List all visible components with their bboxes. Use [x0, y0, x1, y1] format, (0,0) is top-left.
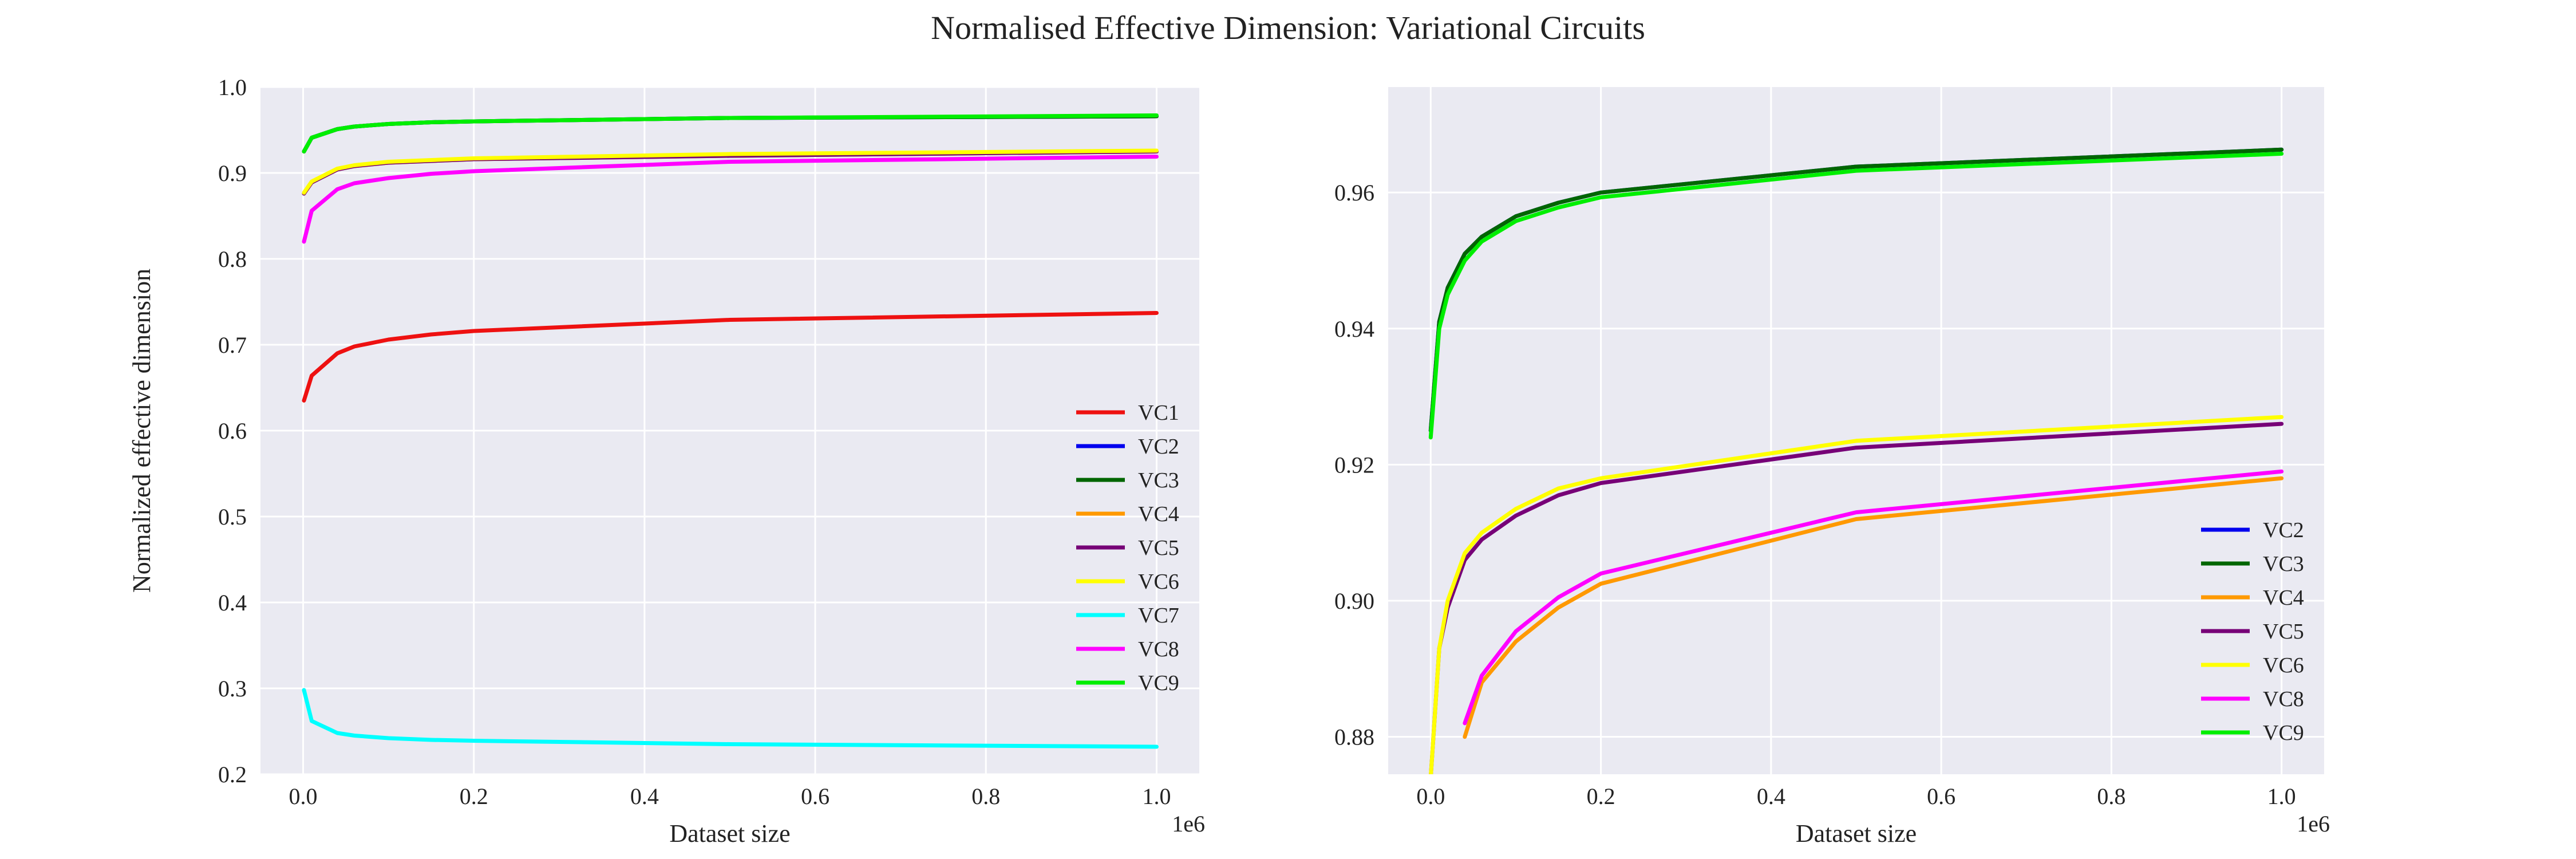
chart1-x-axis-label: Dataset size — [669, 819, 790, 848]
chart1-y-tick-label: 0.2 — [218, 762, 247, 787]
chart2-legend-label-vc6: VC6 — [2263, 653, 2304, 677]
chart1-series-vc1 — [302, 311, 1159, 403]
chart2-x-tick-label: 0.8 — [2097, 783, 2125, 809]
chart1-legend-label-vc8: VC8 — [1138, 637, 1179, 661]
chart2-y-tick-label: 0.94 — [1334, 316, 1374, 342]
chart2-legend-label-vc9: VC9 — [2263, 721, 2304, 745]
chart2-y-tick-label: 0.92 — [1334, 452, 1374, 478]
chart2-series-vc4 — [1463, 476, 2284, 739]
chart1-x-tick-label: 0.6 — [801, 783, 829, 809]
chart2-series-vc9 — [1428, 151, 2284, 440]
chart2-x-tick-label: 0.2 — [1587, 783, 1615, 809]
chart2-x-tick-label: 0.0 — [1416, 783, 1445, 809]
chart1-legend-label-vc6: VC6 — [1138, 570, 1179, 594]
chart1-legend-label-vc5: VC5 — [1138, 536, 1179, 560]
chart2-legend-label-vc4: VC4 — [2263, 586, 2304, 610]
chart1-legend-label-vc2: VC2 — [1138, 435, 1179, 459]
chart1-x-tick-label: 0.4 — [630, 783, 659, 809]
chart2-legend-label-vc3: VC3 — [2263, 552, 2304, 576]
figure-title: Normalised Effective Dimension: Variatio… — [931, 9, 1645, 46]
chart1-y-tick-label: 1.0 — [218, 74, 247, 100]
chart1-y-tick-label: 0.5 — [218, 504, 247, 530]
chart1-y-tick-label: 0.3 — [218, 676, 247, 702]
chart1-series-vc7 — [302, 688, 1159, 749]
chart2-series-vc8 — [1463, 469, 2284, 726]
chart2-legend-label-vc2: VC2 — [2263, 518, 2304, 542]
chart1-legend-label-vc4: VC4 — [1138, 502, 1179, 526]
chart2-x-tick-label: 0.6 — [1927, 783, 1955, 809]
chart1-x-tick-label: 0.0 — [289, 783, 318, 809]
chart2-series-vc6 — [1429, 415, 2284, 774]
chart2-x-offset-label: 1e6 — [2297, 811, 2330, 837]
chart1-y-tick-label: 0.4 — [218, 590, 247, 616]
chart2-x-tick-label: 0.4 — [1757, 783, 1785, 809]
chart2-x-tick-label: 1.0 — [2267, 783, 2296, 809]
chart2-legend-label-vc5: VC5 — [2263, 620, 2304, 644]
chart1-legend-label-vc9: VC9 — [1138, 671, 1179, 695]
chart1-series-vc8 — [302, 155, 1159, 244]
chart1-legend-label-vc3: VC3 — [1138, 468, 1179, 492]
chart1-y-tick-label: 0.8 — [218, 246, 247, 272]
right-plot: 0.0 0.2 0.4 0.6 0.8 1.0 0.88 0.90 0.92 0.94 0.96 1e… — [1334, 87, 2330, 848]
chart1-y-tick-label: 0.9 — [218, 160, 247, 186]
chart1-y-tick-label: 0.6 — [218, 418, 247, 444]
chart1-legend-label-vc7: VC7 — [1138, 604, 1179, 628]
chart1-y-axis-label: Normalized effective dimension — [128, 269, 156, 593]
chart1-series-vc9 — [302, 113, 1159, 153]
chart1-x-tick-label: 0.8 — [971, 783, 1000, 809]
chart1-x-offset-label: 1e6 — [1172, 811, 1205, 837]
chart2-y-tick-label: 0.96 — [1334, 180, 1374, 206]
chart2-legend-label-vc8: VC8 — [2263, 687, 2304, 711]
chart1-y-tick-label: 0.7 — [218, 332, 247, 358]
chart1-x-tick-label: 0.2 — [460, 783, 488, 809]
chart2-x-axis-label: Dataset size — [1796, 819, 1917, 848]
chart1-series-vc6 — [302, 148, 1159, 195]
chart1-legend-label-vc1: VC1 — [1138, 401, 1179, 425]
left-plot: 0.0 0.2 0.4 0.6 0.8 1.0 0.2 0.3 0.4 0.5 0.6 0.7 0.8 0… — [128, 74, 1205, 848]
chart1-x-tick-label: 1.0 — [1142, 783, 1171, 809]
chart2-y-tick-label: 0.88 — [1334, 724, 1374, 750]
chart2-y-tick-label: 0.90 — [1334, 588, 1374, 614]
